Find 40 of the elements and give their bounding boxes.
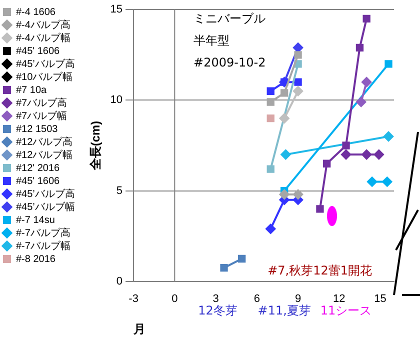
legend-label: #45’バルブ高 [16,58,75,70]
legend-label: #12' 2016 [16,162,60,174]
legend-label: #45' 1606 [16,46,60,57]
x-tick-label: 6 [254,293,260,306]
text: 11シース [320,304,372,318]
annotation: #2009-10-2 [194,56,266,70]
legend-label: #7バルブ高 [16,96,68,109]
legend-label: #10バルブ幅 [16,70,73,83]
x-tick-label: 9 [294,293,302,306]
legend-label: #-7バルブ高 [16,226,70,239]
legend-label: #45’バルブ高 [16,188,75,200]
legend-label: #45' 1606 [16,176,60,187]
text: #11,夏芽 [258,304,311,318]
y-tick-label: 15 [110,4,123,16]
annotation: 半年型 [194,34,230,48]
x-tick-label: 12 [333,293,346,306]
legend-label: #-7バルブ幅 [16,240,70,252]
legend-label: #45’バルブ幅 [16,200,75,213]
x-tick-label: 0 [172,293,178,306]
y-axis-title: 全長(cm) [88,120,102,172]
legend-label: #-4バルブ高 [16,18,70,31]
legend-label: #-7 14su [16,214,55,226]
legend-label: #7 10a [16,84,48,96]
x-axis-title: 月 [132,322,146,336]
y-tick-label: 0 [116,275,123,288]
x-tick-label: 15 [374,293,386,306]
y-tick-label: 10 [110,94,123,106]
legend-label: #7バルブ幅 [16,110,68,122]
x-tick-label: -3 [128,293,138,306]
annotation: ミニバーブル [194,12,266,26]
legend-label: #12バルブ高 [16,136,73,148]
text: 12冬芽 [198,304,238,318]
annotation: #7,秋芽12蕾1開花 [268,264,372,278]
y-tick-label: 5 [116,184,123,197]
legend-label: #12バルブ幅 [16,148,73,161]
legend-label: #-4バルブ幅 [16,32,70,44]
legend-label: #12 1503 [16,124,58,135]
x-tick-label: 3 [212,293,219,306]
legend-label: #-4 1606 [16,6,56,18]
legend-label: #-8 2016 [16,254,56,265]
